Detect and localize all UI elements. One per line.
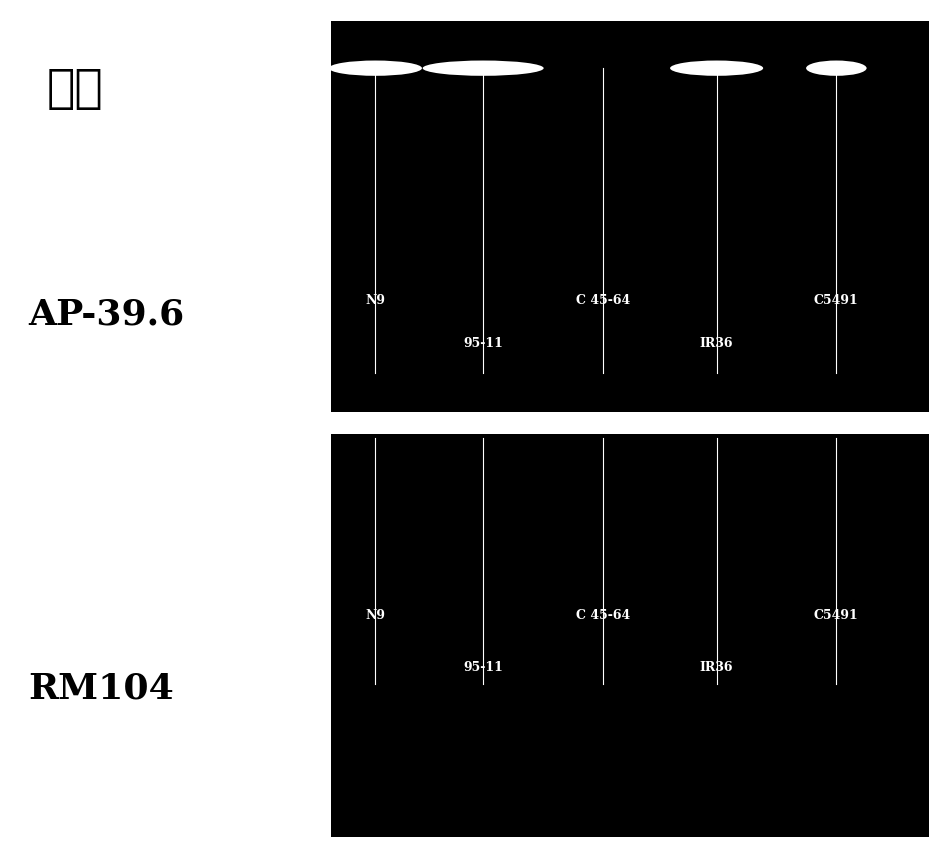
Ellipse shape (329, 60, 422, 76)
Text: AP-39.6: AP-39.6 (28, 298, 184, 332)
Text: IR36: IR36 (700, 337, 734, 350)
Ellipse shape (423, 60, 544, 76)
Text: IR36: IR36 (700, 661, 734, 674)
Text: RM104: RM104 (28, 672, 174, 705)
Text: C 45-64: C 45-64 (575, 609, 630, 621)
Text: 95-11: 95-11 (464, 661, 503, 674)
Text: C 45-64: C 45-64 (575, 294, 630, 308)
Ellipse shape (670, 60, 763, 76)
Ellipse shape (806, 60, 867, 76)
Text: N9: N9 (365, 609, 385, 621)
Bar (331, 21, 929, 412)
Text: C5491: C5491 (814, 294, 858, 308)
Bar (331, 434, 929, 837)
Text: 95-11: 95-11 (464, 337, 503, 350)
Text: 引物: 引物 (47, 67, 103, 111)
Text: N9: N9 (365, 294, 385, 308)
Text: C5491: C5491 (814, 609, 858, 621)
